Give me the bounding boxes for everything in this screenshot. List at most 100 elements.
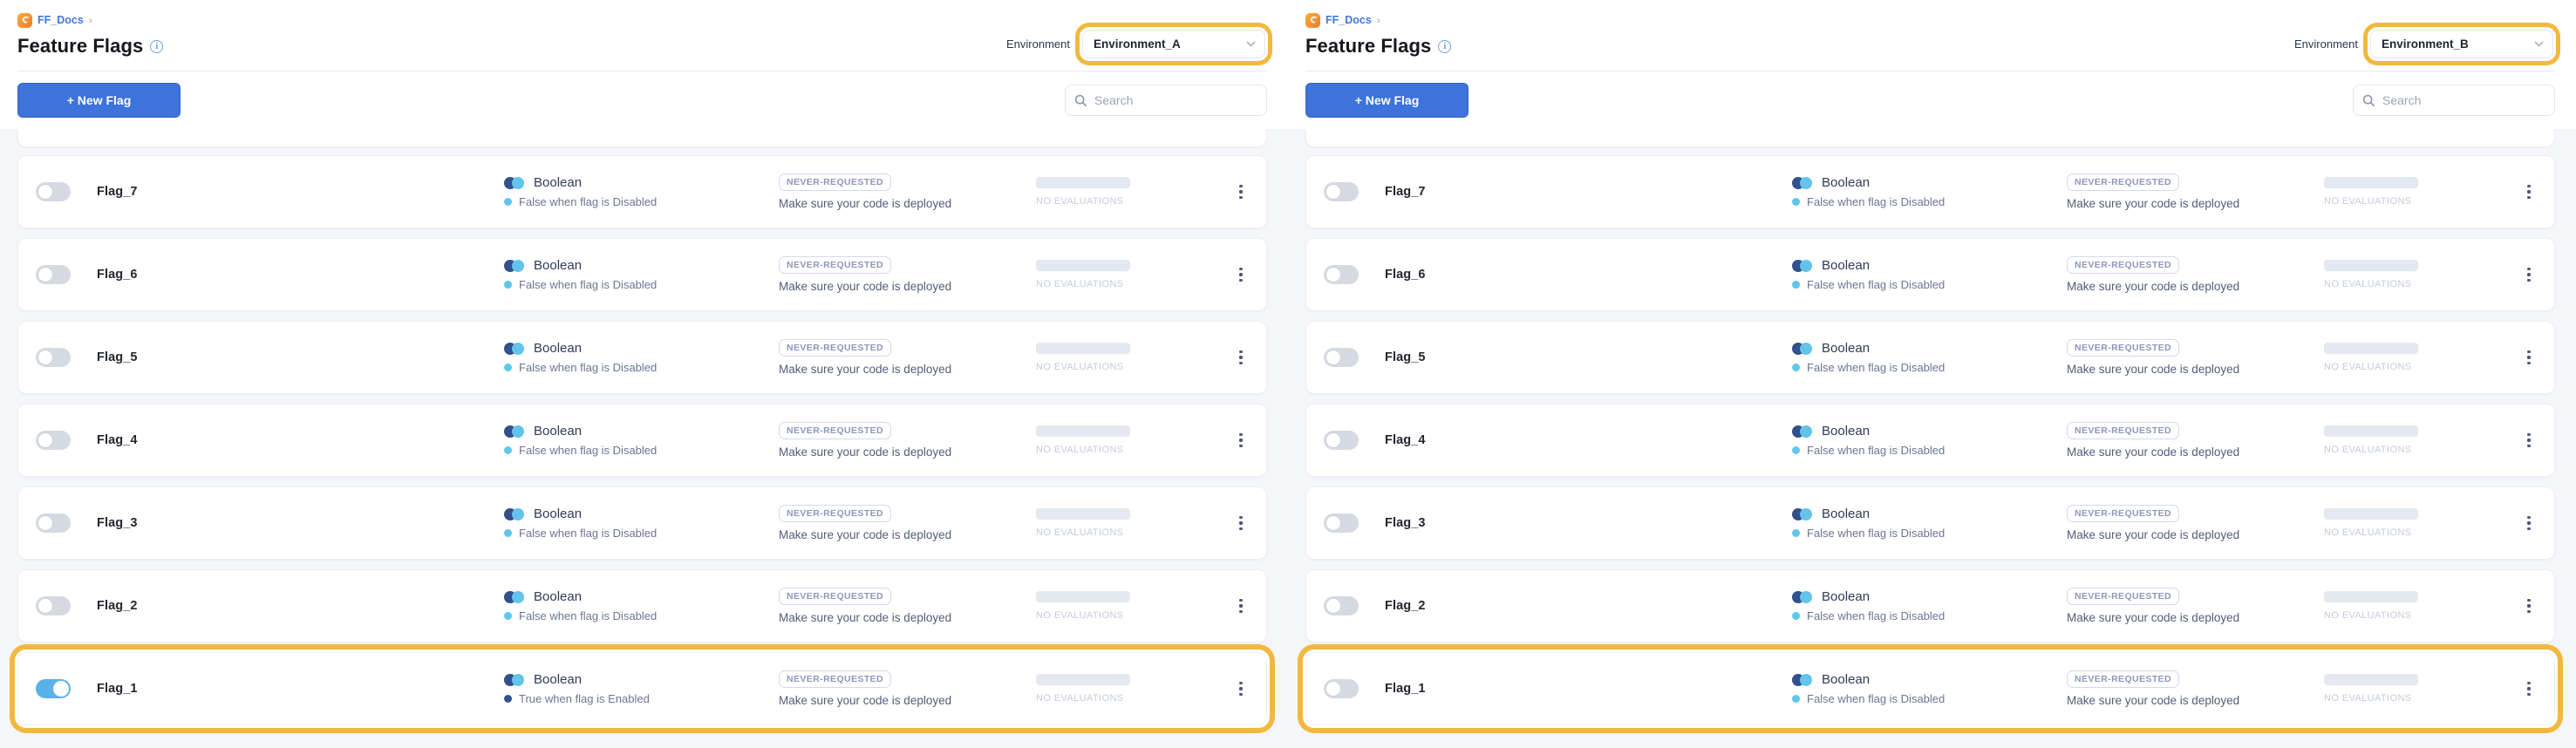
evaluations-bar	[1036, 177, 1130, 188]
row-menu-kebab-icon[interactable]	[1236, 430, 1246, 452]
info-icon[interactable]: i	[1438, 39, 1452, 53]
info-icon[interactable]: i	[150, 39, 164, 53]
flag-toggle[interactable]	[36, 679, 71, 698]
variation-dot	[1792, 198, 1800, 206]
variation-dot	[1792, 364, 1800, 371]
row-menu-kebab-icon[interactable]	[2524, 595, 2534, 617]
flag-row[interactable]: Flag_7 Boolean False when flag is Disabl…	[1305, 155, 2555, 228]
row-menu-kebab-icon[interactable]	[1236, 595, 1246, 617]
evaluations-bar	[2324, 674, 2418, 685]
status-text: Make sure your code is deployed	[2067, 611, 2240, 624]
breadcrumb-chevron-icon: ›	[1376, 14, 1380, 26]
flag-type-cell: Boolean False when flag is Disabled	[1792, 589, 2067, 622]
row-menu-kebab-icon[interactable]	[1236, 513, 1246, 534]
status-text: Make sure your code is deployed	[2067, 197, 2240, 210]
flag-toggle[interactable]	[1324, 679, 1359, 698]
evaluations-bar	[2324, 260, 2418, 271]
row-menu-kebab-icon[interactable]	[1236, 181, 1246, 203]
flag-name: Flag_6	[97, 268, 138, 282]
flag-toggle[interactable]	[36, 596, 71, 615]
evaluations-bar	[1036, 343, 1130, 354]
flag-name-cell: Flag_6	[1324, 265, 1792, 284]
flag-row[interactable]: Flag_3 Boolean False when flag is Disabl…	[1305, 486, 2555, 560]
row-menu-kebab-icon[interactable]	[2524, 347, 2534, 369]
evaluations-label: NO EVALUATIONS	[1036, 693, 1124, 704]
flag-name-cell: Flag_2	[36, 596, 504, 615]
environment-label: Environment	[1006, 37, 1070, 51]
breadcrumb-project-link[interactable]: FF_Docs	[37, 14, 84, 26]
flag-toggle[interactable]	[1324, 596, 1359, 615]
status-badge: NEVER-REQUESTED	[779, 588, 892, 605]
flag-row[interactable]: Flag_2 Boolean False when flag is Disabl…	[17, 569, 1267, 643]
flag-evaluations-cell: NO EVALUATIONS	[2324, 177, 2518, 207]
chevron-down-icon	[1246, 41, 1256, 47]
clipped-row-sliver	[1305, 129, 2555, 147]
flag-row[interactable]: Flag_1 Boolean True when flag is Enabled…	[17, 652, 1267, 725]
toolbar: + New Flag	[1288, 71, 2576, 129]
flag-evaluations-cell: NO EVALUATIONS	[2324, 260, 2518, 289]
row-menu-kebab-icon[interactable]	[2524, 181, 2534, 203]
flag-evaluations-cell: NO EVALUATIONS	[1036, 260, 1230, 289]
flag-row[interactable]: Flag_1 Boolean False when flag is Disabl…	[1305, 652, 2555, 725]
flag-row[interactable]: Flag_4 Boolean False when flag is Disabl…	[17, 404, 1267, 477]
flag-toggle[interactable]	[36, 431, 71, 450]
evaluations-bar	[1036, 591, 1130, 602]
toggle-knob	[1325, 681, 1341, 697]
row-menu-kebab-icon[interactable]	[2524, 264, 2534, 286]
flag-name: Flag_5	[97, 350, 138, 364]
status-badge: NEVER-REQUESTED	[2067, 670, 2180, 688]
flag-status-cell: NEVER-REQUESTED Make sure your code is d…	[779, 505, 1036, 541]
flag-toggle[interactable]	[1324, 513, 1359, 533]
flag-row[interactable]: Flag_3 Boolean False when flag is Disabl…	[17, 486, 1267, 560]
flag-type-label: Boolean	[534, 258, 583, 273]
flag-row[interactable]: Flag_6 Boolean False when flag is Disabl…	[17, 238, 1267, 311]
flag-type-label: Boolean	[1822, 589, 1871, 604]
flag-toggle[interactable]	[36, 513, 71, 533]
flag-status-cell: NEVER-REQUESTED Make sure your code is d…	[2067, 588, 2324, 624]
flag-toggle[interactable]	[36, 265, 71, 284]
row-menu-kebab-icon[interactable]	[1236, 347, 1246, 369]
search-box[interactable]	[2353, 85, 2555, 116]
variation-dot	[504, 612, 512, 620]
flag-toggle[interactable]	[1324, 265, 1359, 284]
flag-toggle[interactable]	[1324, 431, 1359, 450]
row-menu-kebab-icon[interactable]	[2524, 678, 2534, 700]
flag-row[interactable]: Flag_7 Boolean False when flag is Disabl…	[17, 155, 1267, 228]
new-flag-button[interactable]: + New Flag	[17, 83, 181, 118]
flag-status-cell: NEVER-REQUESTED Make sure your code is d…	[2067, 670, 2324, 707]
flag-toggle[interactable]	[1324, 182, 1359, 201]
row-menu-kebab-icon[interactable]	[2524, 513, 2534, 534]
search-input[interactable]	[2382, 93, 2545, 107]
breadcrumb-project-link[interactable]: FF_Docs	[1325, 14, 1372, 26]
status-badge: NEVER-REQUESTED	[779, 256, 892, 274]
variation-label: False when flag is Disabled	[519, 527, 658, 540]
row-menu-kebab-icon[interactable]	[2524, 430, 2534, 452]
new-flag-button[interactable]: + New Flag	[1305, 83, 1469, 118]
flag-toggle[interactable]	[1324, 348, 1359, 367]
panel-header: FF_Docs › Feature Flags i Environment En…	[0, 0, 1288, 71]
page-title: Feature Flags	[17, 35, 144, 57]
flag-row[interactable]: Flag_6 Boolean False when flag is Disabl…	[1305, 238, 2555, 311]
flag-type-label: Boolean	[1822, 672, 1871, 687]
row-menu-kebab-icon[interactable]	[1236, 264, 1246, 286]
status-text: Make sure your code is deployed	[779, 280, 952, 293]
flag-row[interactable]: Flag_5 Boolean False when flag is Disabl…	[1305, 321, 2555, 394]
status-text: Make sure your code is deployed	[779, 528, 952, 541]
environment-select[interactable]: Environment_B	[2370, 30, 2553, 58]
flag-evaluations-cell: NO EVALUATIONS	[1036, 343, 1230, 372]
status-text: Make sure your code is deployed	[2067, 363, 2240, 376]
flag-row[interactable]: Flag_5 Boolean False when flag is Disabl…	[17, 321, 1267, 394]
flag-row[interactable]: Flag_2 Boolean False when flag is Disabl…	[1305, 569, 2555, 643]
boolean-type-icon	[1792, 176, 1814, 190]
row-menu-kebab-icon[interactable]	[1236, 678, 1246, 700]
flag-toggle[interactable]	[36, 182, 71, 201]
flag-row[interactable]: Flag_4 Boolean False when flag is Disabl…	[1305, 404, 2555, 477]
flag-toggle[interactable]	[36, 348, 71, 367]
environment-select[interactable]: Environment_A	[1082, 30, 1265, 58]
search-box[interactable]	[1065, 85, 1267, 116]
flag-evaluations-cell: NO EVALUATIONS	[2324, 508, 2518, 538]
search-input[interactable]	[1094, 93, 1257, 107]
toggle-knob	[1325, 184, 1341, 200]
flag-name-cell: Flag_5	[1324, 348, 1792, 367]
evaluations-label: NO EVALUATIONS	[2324, 610, 2412, 621]
